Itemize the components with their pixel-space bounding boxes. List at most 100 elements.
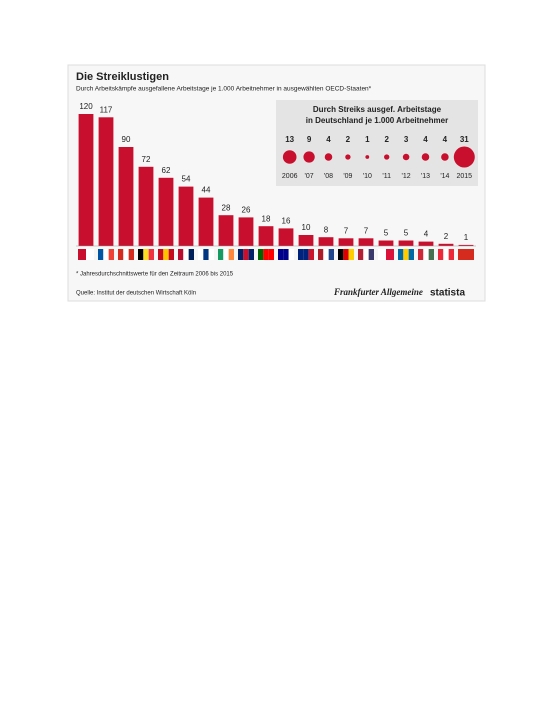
flag [288, 249, 294, 260]
bar [378, 240, 394, 246]
flag [303, 249, 309, 260]
bubble [324, 153, 333, 161]
bar [258, 226, 274, 246]
flag [318, 249, 324, 260]
chart-title: Die Streiklustigen [76, 71, 169, 83]
bar [198, 197, 214, 246]
logo-statista: statista [430, 288, 465, 299]
value-label: 4 [326, 135, 331, 144]
value-label: 18 [262, 214, 271, 223]
flag [188, 249, 194, 260]
value-label: 117 [100, 105, 113, 114]
bar [338, 238, 354, 246]
x-tick-label: '09 [343, 173, 352, 180]
flag [138, 249, 144, 260]
flag [443, 249, 449, 260]
flag [378, 249, 386, 260]
flag [118, 249, 124, 260]
value-label: 62 [162, 166, 171, 175]
x-tick-label: '14 [440, 173, 449, 180]
flag [223, 249, 229, 260]
flag [178, 249, 184, 260]
flag [386, 249, 394, 260]
bar [218, 215, 234, 246]
value-label: 28 [222, 203, 231, 212]
flag [408, 249, 414, 260]
value-label: 2 [346, 135, 351, 144]
flag [448, 249, 454, 260]
bubble [365, 155, 370, 159]
flag [258, 249, 264, 260]
bar [78, 114, 94, 246]
value-label: 26 [242, 206, 251, 215]
flag [248, 249, 254, 260]
flag [283, 249, 289, 260]
flag [363, 249, 369, 260]
bar [178, 186, 194, 246]
bubble [384, 154, 390, 160]
bar [418, 241, 434, 246]
bubble [402, 153, 410, 161]
bubble [441, 153, 449, 161]
value-label: 4 [424, 230, 429, 239]
bar [158, 177, 174, 246]
value-label: 10 [302, 223, 311, 232]
x-tick-label: '12 [402, 173, 411, 180]
flag [123, 249, 129, 260]
bar [318, 237, 334, 246]
flag [103, 249, 109, 260]
flag [263, 249, 269, 260]
bubble [303, 151, 315, 163]
value-label: 2 [444, 232, 449, 241]
flag [128, 249, 134, 260]
footnote: * Jahresdurchschnittswerte für den Zeitr… [76, 272, 234, 278]
source: Quelle: Institut der deutschen Wirtschaf… [76, 291, 196, 297]
flag [143, 249, 149, 260]
flag [368, 249, 374, 260]
flag [86, 249, 94, 260]
bubble [345, 154, 351, 160]
flag [418, 249, 424, 260]
value-label: 5 [384, 229, 389, 238]
value-label: 9 [307, 135, 312, 144]
bubble [421, 153, 430, 161]
flag [458, 249, 466, 260]
flag [218, 249, 224, 260]
flag [78, 249, 86, 260]
value-label: 16 [282, 217, 291, 226]
flag [208, 249, 214, 260]
flag [183, 249, 189, 260]
flag [438, 249, 444, 260]
flag [278, 249, 284, 260]
value-label: 1 [464, 233, 469, 242]
bar [238, 217, 254, 246]
value-label: 2 [384, 135, 389, 144]
value-label: 13 [285, 135, 294, 144]
x-tick-label: '08 [324, 173, 333, 180]
flag [323, 249, 329, 260]
inset-title: Durch Streiks ausgef. Arbeitstage [313, 105, 442, 114]
value-label: 4 [423, 135, 428, 144]
x-tick-label: 2006 [282, 173, 298, 180]
flag [268, 249, 274, 260]
flag [308, 249, 314, 260]
flag [198, 249, 204, 260]
x-tick-label: '11 [382, 173, 391, 180]
value-label: 7 [344, 226, 349, 235]
value-label: 5 [404, 229, 409, 238]
value-label: 54 [182, 175, 191, 184]
flag [298, 249, 304, 260]
flag [343, 249, 349, 260]
bar [438, 243, 454, 246]
flag [423, 249, 429, 260]
value-label: 7 [364, 226, 369, 235]
flag [328, 249, 334, 260]
value-label: 1 [365, 135, 370, 144]
value-label: 120 [79, 102, 93, 111]
bar [458, 244, 474, 246]
flag [338, 249, 344, 260]
flag [358, 249, 364, 260]
chart-subtitle: Durch Arbeitskämpfe ausgefallene Arbeits… [76, 86, 372, 93]
bar [118, 147, 134, 246]
value-label: 90 [122, 135, 131, 144]
